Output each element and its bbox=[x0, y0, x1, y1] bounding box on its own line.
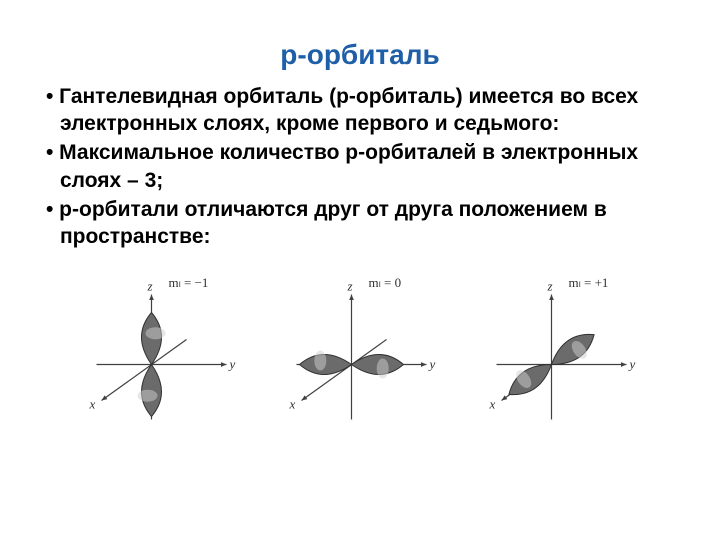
svg-text:mₗ = −1: mₗ = −1 bbox=[169, 275, 209, 290]
bullet-item: • Максимальное количество р-орбиталей в … bbox=[40, 139, 680, 194]
page-title: р-орбиталь bbox=[30, 39, 690, 71]
orbital-diagram-ml-minus1: z y x mₗ = −1 bbox=[75, 271, 245, 441]
orbital-diagram-ml-zero: z y x mₗ = 0 bbox=[275, 271, 445, 441]
bullet-list: • Гантелевидная орбиталь (р-орбиталь) им… bbox=[40, 83, 680, 251]
svg-text:mₗ = +1: mₗ = +1 bbox=[569, 275, 609, 290]
svg-text:mₗ = 0: mₗ = 0 bbox=[369, 275, 402, 290]
svg-text:z: z bbox=[147, 278, 153, 293]
svg-text:y: y bbox=[428, 356, 436, 371]
svg-text:z: z bbox=[347, 278, 353, 293]
bullet-item: • р-орбитали отличаются друг от друга по… bbox=[40, 196, 680, 251]
svg-text:x: x bbox=[89, 396, 96, 411]
orbital-diagram-ml-plus1: z y x mₗ = +1 bbox=[475, 271, 645, 441]
svg-text:x: x bbox=[289, 396, 296, 411]
svg-text:x: x bbox=[489, 396, 496, 411]
svg-text:z: z bbox=[547, 278, 553, 293]
svg-text:y: y bbox=[628, 356, 636, 371]
bullet-item: • Гантелевидная орбиталь (р-орбиталь) им… bbox=[40, 83, 680, 138]
orbital-diagrams: z y x mₗ = −1 z y x mₗ = 0 z y x mₗ = +1 bbox=[30, 271, 690, 441]
svg-text:y: y bbox=[228, 356, 236, 371]
